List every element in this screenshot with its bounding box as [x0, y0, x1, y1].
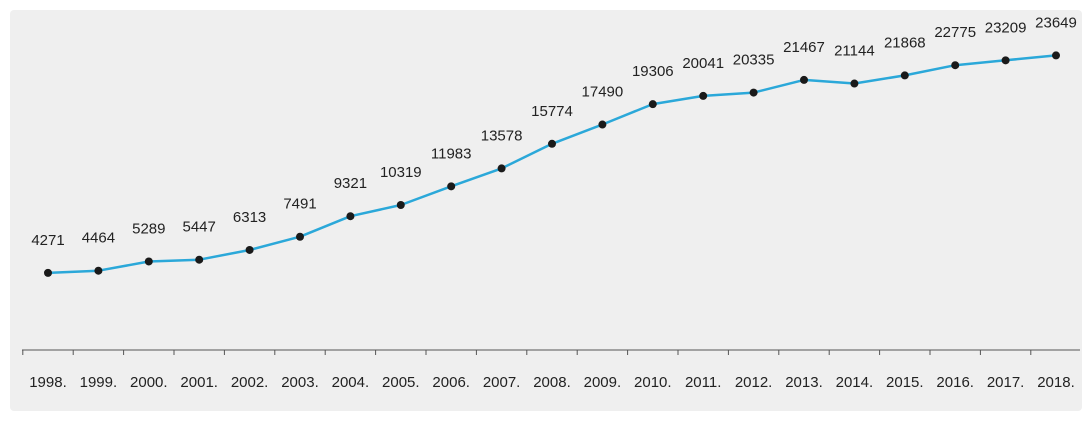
x-tick-label: 2015. [886, 374, 924, 391]
x-tick-label: 2004. [332, 374, 370, 391]
x-tick-label: 2002. [231, 374, 269, 391]
data-label: 7491 [283, 196, 316, 213]
data-label: 21144 [834, 43, 875, 60]
x-tick-label: 2011. [685, 374, 721, 391]
data-label: 4464 [82, 230, 115, 247]
data-label: 21467 [783, 39, 825, 56]
x-tick-label: 2008. [533, 374, 571, 391]
series-line [46, 54, 1058, 275]
data-point [1001, 56, 1010, 65]
data-point [346, 212, 355, 221]
data-label: 9321 [334, 175, 367, 192]
data-label: 20041 [682, 55, 724, 72]
x-tick-label: 2003. [281, 374, 319, 391]
data-point [497, 164, 506, 173]
x-tick-label: 2013. [785, 374, 823, 391]
data-point [951, 61, 960, 70]
x-tick-label: 2001. [180, 374, 218, 391]
data-point [296, 232, 304, 241]
data-label: 10319 [380, 164, 422, 181]
data-point [195, 255, 204, 264]
data-point [44, 268, 52, 277]
data-label: 5447 [183, 219, 216, 236]
data-label: 15774 [531, 103, 573, 120]
data-point [699, 91, 708, 100]
data-point [648, 100, 657, 109]
x-tick-label: 2009. [584, 374, 622, 391]
x-tick-label: 2017. [987, 374, 1025, 391]
data-label: 21868 [884, 34, 926, 51]
data-label: 23649 [1035, 14, 1077, 31]
x-tick-label: 2006. [432, 374, 470, 391]
x-tick-label: 2005. [382, 374, 420, 391]
x-tick-label: 2007. [483, 374, 521, 391]
x-tick-label: 1999. [80, 374, 118, 391]
data-point [144, 257, 153, 266]
data-point [94, 266, 103, 275]
x-tick-label: 1998. [29, 374, 67, 391]
x-tick-label: 2018. [1037, 374, 1075, 391]
data-point [1052, 51, 1060, 60]
data-point [598, 120, 607, 129]
data-point [850, 79, 859, 88]
x-tick-label: 2000. [130, 374, 168, 391]
data-label: 11983 [431, 145, 472, 162]
x-tick-label: 2016. [936, 374, 974, 391]
data-label: 22775 [934, 24, 976, 41]
x-tick-label: 2014. [836, 374, 874, 391]
x-tick-label: 2012. [735, 374, 773, 391]
data-label: 23209 [985, 19, 1027, 36]
x-tick-label: 2010. [634, 374, 672, 391]
data-point [749, 88, 758, 97]
data-point [800, 75, 808, 84]
data-label: 5289 [132, 220, 165, 237]
data-point [396, 201, 405, 210]
data-label: 17490 [582, 84, 624, 101]
data-label: 4271 [31, 232, 64, 249]
data-label: 19306 [632, 63, 674, 80]
data-point [900, 71, 909, 80]
data-label: 20335 [733, 52, 775, 69]
data-point [245, 245, 254, 254]
data-point [447, 182, 456, 191]
data-label: 6313 [233, 209, 266, 226]
data-label: 13578 [481, 127, 523, 144]
data-point [548, 139, 556, 148]
